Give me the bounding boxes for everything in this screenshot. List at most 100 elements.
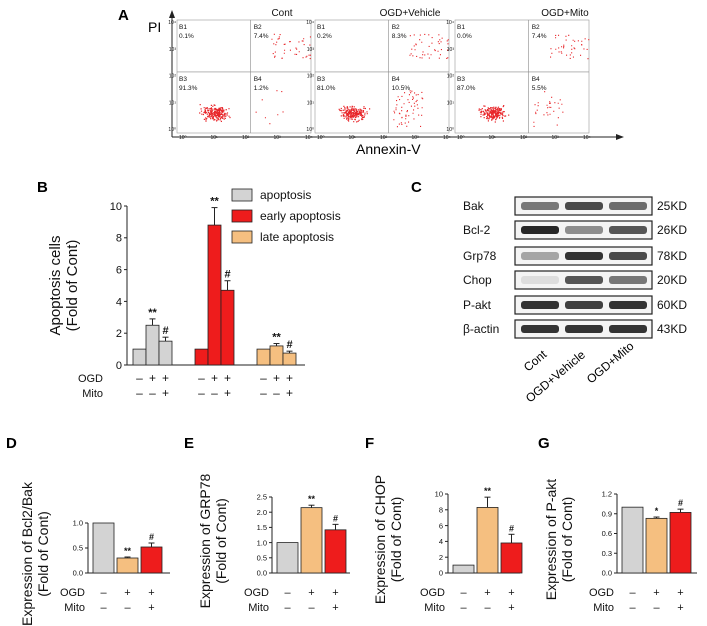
mito-row-label: Mito (64, 602, 85, 614)
bar (476, 507, 499, 574)
ogd-sign: + (149, 371, 156, 385)
y-tick-label: 10 (435, 490, 443, 499)
bar (669, 512, 692, 574)
y-axis-title: Apoptosis cells (47, 235, 64, 335)
y-tick-label: 10³ (169, 47, 177, 53)
mito-sign: – (308, 602, 315, 614)
mito-sign: – (260, 386, 267, 400)
ogd-sign: + (211, 371, 218, 385)
quadrant-label-b3: B3 (457, 76, 465, 83)
y-tick-label: 0.5 (73, 544, 83, 553)
y-tick-label: 10³ (307, 47, 315, 53)
legend-label: late apoptosis (260, 230, 334, 244)
y-tick-label: 0 (116, 360, 122, 372)
quadrant-label-b2: B2 (532, 24, 540, 31)
y-tick-label: 0.0 (257, 569, 267, 578)
bar (282, 352, 297, 366)
flow-plot-frame (314, 19, 450, 134)
blot-protein-label: Bcl-2 (463, 223, 491, 237)
bar (194, 348, 209, 366)
flow-x-label: Annexin-V (356, 141, 421, 157)
x-tick-label: 10¹ (211, 135, 219, 141)
y-tick-label: 8 (439, 505, 443, 514)
mito-sign: – (653, 602, 660, 614)
blot-lane-label-ogd-mito: OGD+Mito (584, 339, 637, 387)
y-tick-label: 6 (116, 265, 122, 277)
quadrant-value-b2: 8.3% (392, 33, 407, 40)
quadrant-value-b1: 0.2% (317, 33, 332, 40)
y-tick-label: 2.0 (257, 508, 267, 517)
x-tick-label: 10⁰ (317, 135, 325, 141)
x-tick-label: 10⁴ (443, 135, 451, 141)
y-axis-subtitle: (Fold of Cont) (388, 497, 404, 583)
panel-label-e: E (184, 435, 194, 452)
flow-y-label: PI (148, 19, 161, 35)
bar (621, 506, 644, 574)
blot-band (565, 226, 603, 234)
y-tick-label: 10¹ (447, 100, 455, 106)
legend-label: apoptosis (260, 188, 311, 202)
x-tick-label: 10¹ (489, 135, 497, 141)
flow-plot-frame (454, 19, 590, 134)
quadrant-label-b2: B2 (254, 24, 262, 31)
flow-plot-frame (176, 19, 312, 134)
y-tick-label: 10¹ (169, 100, 177, 106)
flow-y-arrow (169, 10, 175, 18)
y-tick-label: 6 (439, 521, 443, 530)
y-tick-label: 0.9 (602, 509, 612, 518)
blot-band (521, 276, 559, 284)
quadrant-value-b3: 91.3% (179, 85, 198, 92)
panel-label-c: C (411, 179, 422, 196)
ogd-sign: + (124, 587, 130, 599)
ogd-sign: – (460, 587, 467, 599)
legend-swatch (231, 188, 253, 202)
quadrant-label-b4: B4 (254, 76, 262, 83)
bar (145, 324, 160, 366)
blot-size-label: 43KD (657, 322, 687, 336)
blot-size-label: 26KD (657, 223, 687, 237)
significance-mark: # (678, 498, 683, 508)
significance-mark: * (655, 506, 659, 516)
blot-strip (514, 220, 653, 240)
y-tick-label: 0.0 (73, 569, 83, 578)
mito-row-label: Mito (248, 602, 269, 614)
x-tick-label: 10⁴ (305, 135, 313, 141)
ogd-sign: + (677, 587, 683, 599)
blot-band (565, 301, 603, 309)
y-axis-title: Expression of CHOP (372, 475, 388, 604)
ogd-sign: + (653, 587, 659, 599)
legend-label: early apoptosis (260, 209, 341, 223)
quadrant-label-b2: B2 (392, 24, 400, 31)
y-tick-label: 1.0 (257, 538, 267, 547)
blot-band (609, 202, 647, 210)
blot-band (521, 301, 559, 309)
bar (269, 345, 284, 366)
flow-plot-1: 10⁰10⁰10¹10¹10²10²10³10³10⁴10⁴B10.1%B27.… (168, 19, 313, 141)
blot-band (521, 252, 559, 260)
quadrant-label-b3: B3 (317, 76, 325, 83)
ogd-sign: – (136, 371, 143, 385)
mito-row-label: Mito (593, 602, 614, 614)
chart-G: 0.0 0.3 0.6 0.9 1.2 Expression of P-akt (Fold … (543, 479, 697, 600)
dynamic-layer: 10⁰10⁰10¹10¹10²10²10³10³10⁴10⁴B10.1%B27.… (19, 8, 697, 626)
significance-mark: # (286, 339, 292, 351)
mito-sign: + (148, 602, 154, 614)
blot-protein-label: P-akt (463, 298, 492, 312)
x-tick-label: 10² (380, 135, 388, 141)
x-tick-label: 10⁰ (179, 135, 187, 141)
blot-band (609, 325, 647, 333)
quadrant-value-b2: 7.4% (532, 33, 547, 40)
significance-mark: ** (484, 486, 492, 496)
bar (92, 522, 115, 574)
flow-plot-2: 10⁰10⁰10¹10¹10²10²10³10³10⁴10⁴B10.2%B28.… (306, 19, 451, 141)
mito-row-label: Mito (82, 388, 103, 400)
chart-B: 0 2 4 6 8 10 Apoptosis cells (Fold of Cont) ** # *… (47, 196, 305, 372)
ogd-sign: + (148, 587, 154, 599)
bar (256, 348, 271, 366)
ogd-sign: + (273, 371, 280, 385)
blot-band (609, 301, 647, 309)
quadrant-label-b4: B4 (532, 76, 540, 83)
blot-band (609, 226, 647, 234)
y-tick-label: 0.5 (257, 553, 267, 562)
ogd-sign: + (286, 371, 293, 385)
